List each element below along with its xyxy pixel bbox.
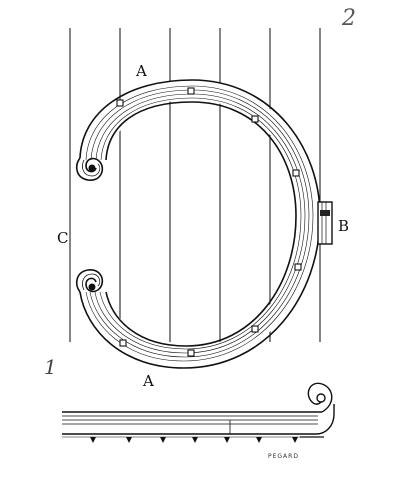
label-b: B xyxy=(338,217,350,235)
engraver-signature: PEGARD xyxy=(268,453,299,460)
label-c: C xyxy=(57,229,69,247)
elevation-nails xyxy=(90,437,298,443)
door-planks xyxy=(69,28,321,342)
strap-nails xyxy=(116,87,302,357)
figure-number-bottom: 1 xyxy=(44,355,57,379)
label-a-bottom: A xyxy=(143,372,154,390)
side-elevation xyxy=(62,382,335,438)
hinge-knuckle xyxy=(317,201,333,245)
lower-scroll-terminal xyxy=(75,269,104,293)
label-a-top: A xyxy=(136,62,147,80)
figure-number-top: 2 xyxy=(342,6,356,31)
upper-scroll-terminal xyxy=(75,157,104,181)
